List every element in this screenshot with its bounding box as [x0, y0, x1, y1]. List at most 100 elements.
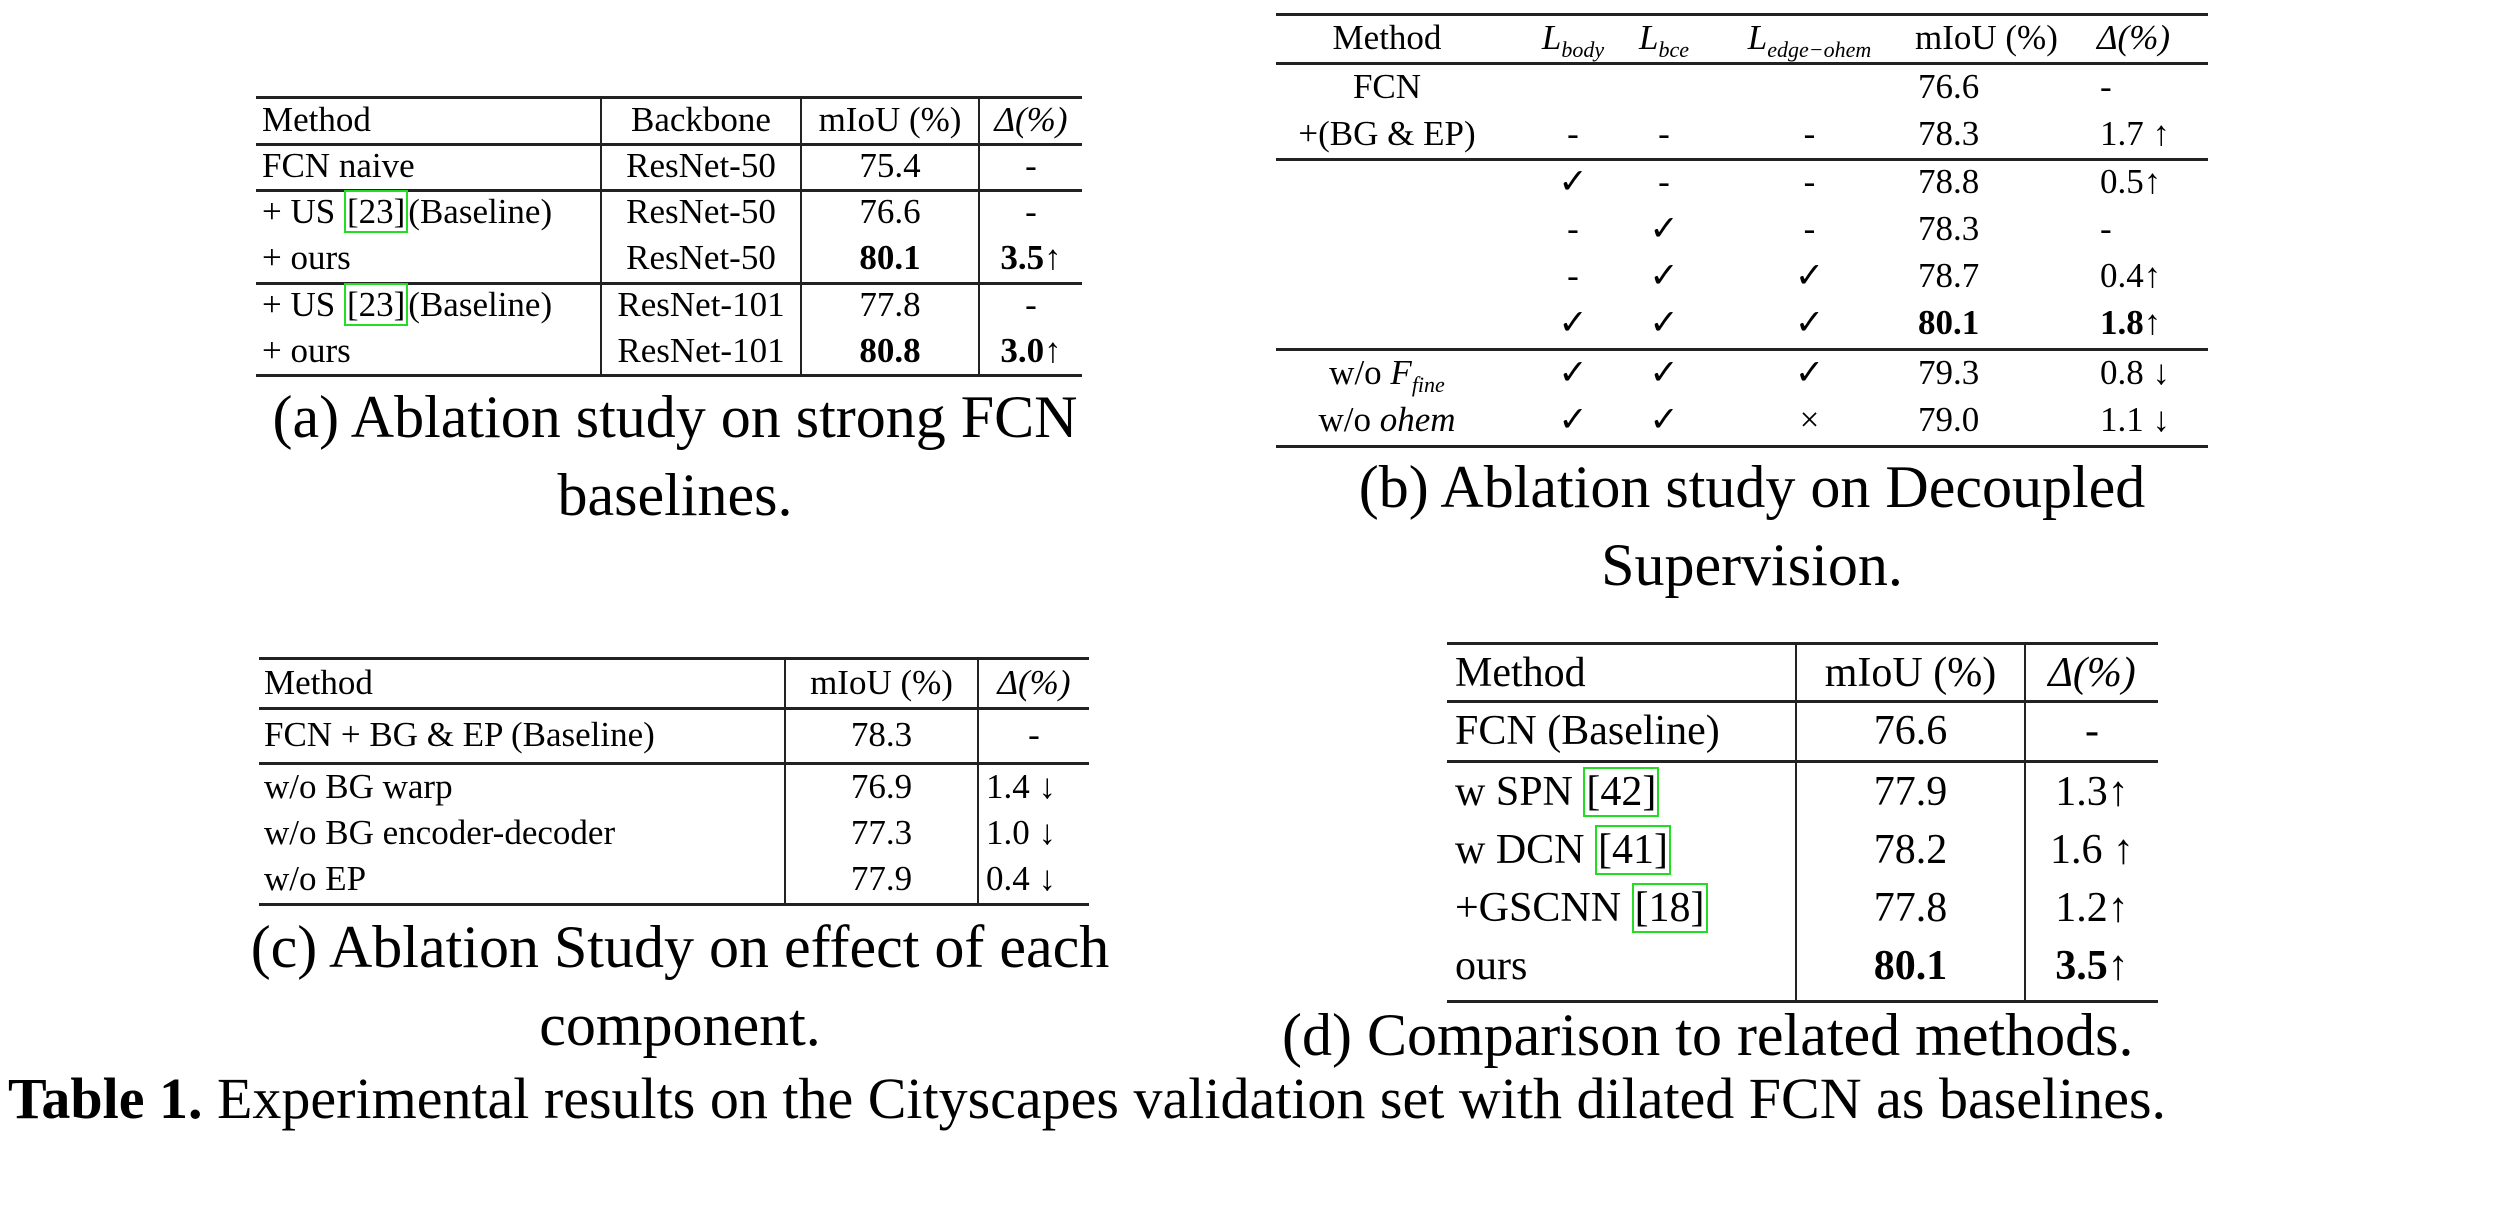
method-text: + ours	[262, 238, 351, 277]
table-row-l-bce: -	[1658, 162, 1670, 201]
table-row-delta: 0.8 ↓	[2100, 353, 2170, 392]
main-caption: Table 1. Experimental results on the Cit…	[8, 1068, 2483, 1130]
table-row-backbone: ResNet-101	[617, 331, 785, 370]
method-text: ours	[1455, 943, 1528, 989]
table-row-l-body: ✓	[1558, 162, 1588, 201]
table-a-bottom-rule	[256, 374, 1082, 377]
table-row-delta: 0.4↑	[2100, 256, 2162, 295]
method-text: w/o	[1329, 353, 1391, 392]
table-b-header-l-edge-ohem: Ledge−ohem	[1712, 15, 1907, 62]
table-row-miou: 77.3	[850, 813, 913, 852]
table-b-header-l-bce: Lbce	[1622, 15, 1706, 62]
caption-line: component.	[539, 992, 821, 1058]
table-d-divider	[1795, 642, 1797, 1002]
citation-link[interactable]: [42]	[1583, 767, 1660, 817]
table-b-rule	[1276, 348, 2208, 351]
table-d-header-rule	[1447, 700, 2158, 703]
method-text: w/o	[1318, 400, 1380, 439]
caption-line: (b) Ablation study on Decoupled	[1358, 454, 2146, 520]
table-row-miou: 78.2	[1873, 827, 1948, 873]
method-text: +GSCNN	[1455, 885, 1632, 931]
table-row-method: ours	[1455, 938, 1527, 994]
citation-link[interactable]: [18]	[1631, 883, 1708, 933]
table-row-delta: 1.8↑	[2100, 303, 2162, 342]
table-a-header-delta: Δ(%)	[994, 100, 1068, 139]
caption-line: Supervision.	[1601, 532, 1903, 598]
table-row-method: w/o ohem	[1276, 397, 1498, 443]
table-a-divider	[800, 96, 802, 376]
table-row-l-edge: ×	[1799, 400, 1820, 439]
method-text: + ours	[262, 331, 351, 370]
table-row-method: + US [23](Baseline)	[262, 189, 552, 235]
method-text: FCN (Baseline)	[1455, 708, 1720, 754]
table-row-l-edge: ✓	[1794, 353, 1825, 392]
table-row-l-bce: ✓	[1649, 303, 1679, 342]
table-a-header-backbone: Backbone	[631, 100, 771, 139]
table-row-miou: 80.1	[1873, 943, 1948, 989]
method-symbol: F	[1390, 353, 1412, 392]
table-b-bottom-rule	[1276, 445, 2208, 448]
caption-line: (c) Ablation Study on effect of each	[250, 914, 1110, 980]
table-row-delta: 1.4 ↓	[986, 767, 1056, 806]
table-d-bottom-rule	[1447, 1000, 2158, 1003]
method-text: w DCN	[1455, 827, 1596, 873]
table-row-miou: 79.3	[1918, 353, 1980, 392]
table-row-delta: 1.1 ↓	[2100, 400, 2170, 439]
table-a-header-method: Method	[262, 100, 371, 139]
table-a-header-miou: mIoU (%)	[818, 100, 962, 139]
table-a-top-rule	[256, 96, 1082, 99]
table-c-header-miou: mIoU (%)	[810, 663, 953, 702]
table-c-divider	[784, 657, 786, 905]
table-c-header-delta: Δ(%)	[997, 663, 1071, 702]
table-row-method: w DCN [41]	[1455, 822, 1671, 878]
table-row-l-bce: ✓	[1649, 209, 1679, 248]
table-row-backbone: ResNet-101	[617, 285, 785, 324]
table-row-miou: 79.0	[1918, 400, 1980, 439]
table-row-l-bce: -	[1658, 114, 1670, 153]
table-c-header-rule	[259, 707, 1089, 710]
table-b-header-method: Method	[1332, 18, 1442, 57]
main-caption-text: Experimental results on the Cityscapes v…	[202, 1066, 2167, 1131]
table-row-method: FCN (Baseline)	[1455, 705, 1720, 757]
table-row-miou: 77.8	[859, 285, 921, 324]
table-row-method: w SPN [42]	[1455, 764, 1660, 820]
table-row-delta: 1.2↑	[2055, 885, 2129, 931]
table-row-delta: 1.0 ↓	[986, 813, 1056, 852]
table-a-header-rule	[256, 143, 1082, 146]
table-row-miou: 75.4	[859, 146, 921, 185]
table-row-miou: 78.3	[1918, 209, 1980, 248]
table-row-delta: -	[1028, 715, 1040, 754]
table-c-top-rule	[259, 657, 1089, 660]
table-d-header-delta: Δ(%)	[2048, 650, 2136, 696]
citation-link[interactable]: [23]	[343, 190, 409, 233]
method-text: + US	[262, 285, 344, 324]
table-row-l-body: ✓	[1558, 303, 1588, 342]
table-row-l-body: -	[1567, 256, 1579, 295]
method-text: w SPN	[1455, 769, 1584, 815]
table-row-method: w/o EP	[264, 859, 367, 898]
table-row-miou: 78.8	[1918, 162, 1980, 201]
table-row-miou: 77.8	[1873, 885, 1948, 931]
method-suffix: (Baseline)	[408, 192, 553, 231]
table-row-miou: 78.7	[1918, 256, 1980, 295]
table-b-caption: (b) Ablation study on Decoupled Supervis…	[1262, 448, 2242, 604]
table-row-delta: 3.5↑	[2055, 943, 2129, 989]
table-c-bottom-rule	[259, 903, 1089, 906]
table-row-delta: -	[2100, 67, 2112, 106]
caption-line: baselines.	[557, 462, 793, 528]
table-b-header-delta: Δ(%)	[2097, 18, 2171, 57]
header-symbol: L	[1747, 18, 1768, 57]
table-c-caption: (c) Ablation Study on effect of each com…	[150, 908, 1210, 1064]
table-row-delta: 3.5↑	[1000, 238, 1062, 277]
table-d-caption: (d) Comparison to related methods.	[1282, 1002, 2134, 1068]
table-row-delta: 1.7 ↑	[2100, 114, 2170, 153]
table-b-rule	[1276, 158, 2208, 161]
table-d-top-rule	[1447, 642, 2158, 645]
table-row-l-body: -	[1567, 209, 1579, 248]
table-row-l-edge: -	[1803, 209, 1816, 248]
table-row-miou: 80.8	[859, 331, 921, 370]
citation-link[interactable]: [23]	[343, 283, 409, 326]
table-c-divider	[977, 657, 979, 905]
table-a-rule	[256, 282, 1082, 285]
citation-link[interactable]: [41]	[1595, 825, 1671, 875]
